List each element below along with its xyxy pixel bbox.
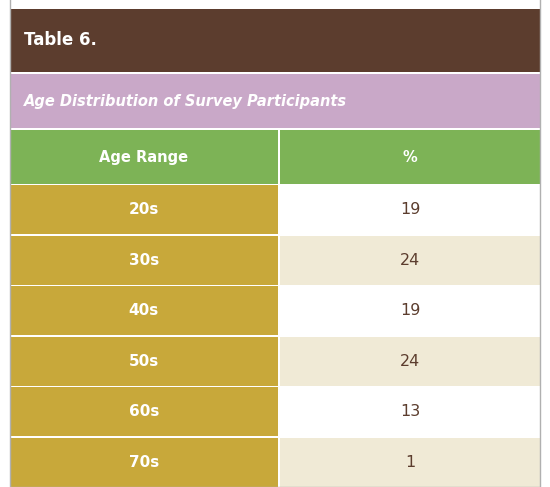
Bar	[278, 337, 280, 386]
Bar	[280, 130, 540, 184]
Bar	[280, 236, 540, 285]
Bar	[10, 436, 540, 438]
Bar	[278, 438, 280, 487]
Text: 40s: 40s	[129, 303, 159, 318]
Text: Age Range: Age Range	[99, 150, 188, 165]
Bar	[10, 285, 540, 286]
Text: 1: 1	[405, 455, 415, 469]
Bar	[10, 337, 278, 386]
Text: Age Distribution of Survey Participants: Age Distribution of Survey Participants	[24, 94, 346, 109]
Text: 30s: 30s	[129, 253, 159, 268]
Bar	[278, 236, 280, 285]
Bar	[280, 337, 540, 386]
Text: 70s: 70s	[129, 455, 159, 469]
Text: %: %	[403, 150, 417, 165]
Bar	[280, 286, 540, 335]
Text: 19: 19	[400, 303, 420, 318]
Text: 13: 13	[400, 404, 420, 419]
Bar	[278, 186, 280, 234]
Text: 24: 24	[400, 354, 420, 369]
Bar	[10, 130, 278, 184]
Bar	[10, 335, 540, 337]
Bar	[280, 186, 540, 234]
Bar	[280, 438, 540, 487]
Text: 60s: 60s	[129, 404, 159, 419]
Bar	[10, 234, 540, 236]
Text: 24: 24	[400, 253, 420, 268]
Text: Table 6.: Table 6.	[24, 31, 97, 49]
Bar	[278, 387, 280, 436]
Bar	[10, 386, 540, 387]
Bar	[278, 286, 280, 335]
Text: 20s: 20s	[129, 203, 159, 217]
Text: 19: 19	[400, 203, 420, 217]
Text: 50s: 50s	[129, 354, 159, 369]
Bar	[10, 387, 278, 436]
Bar	[10, 9, 540, 72]
Bar	[278, 130, 280, 184]
Bar	[10, 236, 278, 285]
Bar	[10, 184, 540, 186]
Bar	[10, 72, 540, 74]
Bar	[10, 128, 540, 130]
Bar	[280, 387, 540, 436]
Bar	[10, 186, 278, 234]
Bar	[10, 286, 278, 335]
Bar	[10, 438, 278, 487]
Bar	[10, 74, 540, 128]
